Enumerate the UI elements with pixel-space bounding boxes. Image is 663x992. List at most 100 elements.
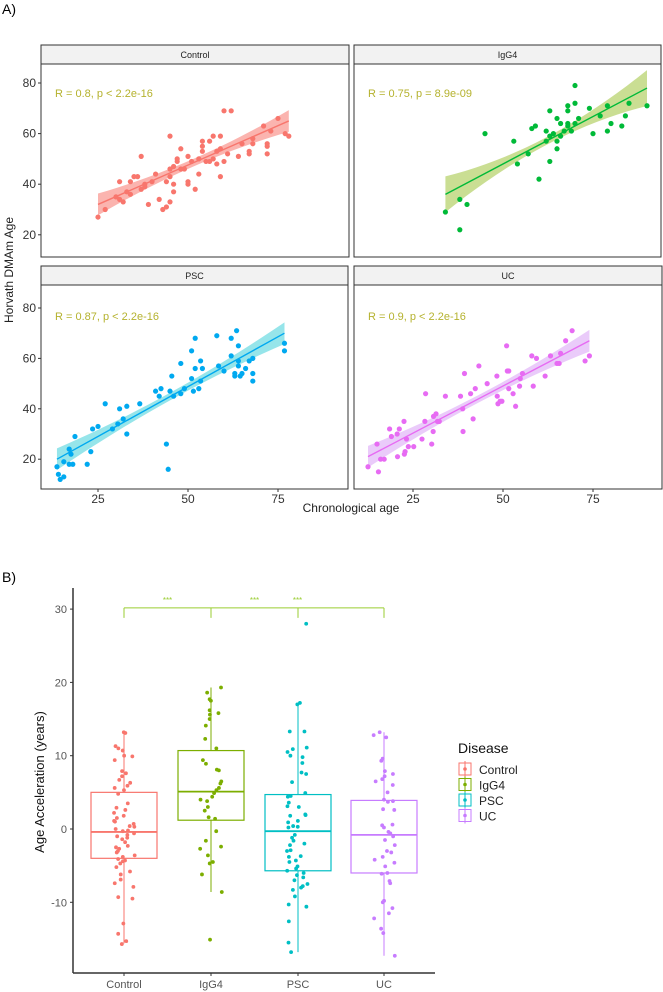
data-point <box>174 156 180 162</box>
box-iqr <box>350 799 418 874</box>
data-point <box>153 388 159 394</box>
data-point <box>156 393 162 399</box>
data-point <box>556 360 562 367</box>
y-tick-label: 10 <box>55 751 67 763</box>
scatter-y-axis-label: Horvath DMAm Age <box>2 217 16 323</box>
jitter-point <box>305 882 310 886</box>
x-tick-label: UC <box>376 979 392 991</box>
jitter-point <box>116 791 121 796</box>
data-point <box>70 461 76 467</box>
jitter-point <box>289 950 293 955</box>
panel-b-label: B) <box>2 569 16 585</box>
data-point <box>250 136 256 142</box>
data-point <box>375 469 382 475</box>
jitter-point <box>125 835 130 840</box>
data-point <box>547 353 554 359</box>
data-point <box>178 360 184 367</box>
box-control <box>90 730 158 946</box>
jitter-point <box>118 872 123 877</box>
data-point <box>145 201 151 208</box>
jitter-point <box>219 685 223 690</box>
jitter-point <box>382 774 387 779</box>
legend-key-dot <box>463 798 467 802</box>
data-point <box>66 446 72 452</box>
jitter-point <box>304 772 309 776</box>
jitter-point <box>372 857 377 862</box>
data-point <box>167 174 173 180</box>
jitter-point <box>392 953 397 958</box>
data-point <box>604 128 611 134</box>
data-point <box>558 350 564 356</box>
data-point <box>472 386 478 392</box>
data-point <box>494 393 500 399</box>
data-point <box>185 179 191 185</box>
jitter-point <box>113 827 118 831</box>
jitter-point <box>125 783 130 788</box>
data-point <box>181 386 187 392</box>
data-point <box>533 355 540 361</box>
jitter-point <box>390 906 395 911</box>
jitter-point <box>214 746 219 751</box>
data-point <box>264 143 270 149</box>
jitter-point <box>392 808 397 812</box>
jitter-point <box>114 845 118 850</box>
jitter-point <box>286 800 291 805</box>
jitter-point <box>304 904 309 909</box>
jitter-point <box>113 819 117 824</box>
jitter-point <box>203 838 208 843</box>
jitter-point <box>304 745 309 750</box>
jitter-point <box>379 871 384 876</box>
jitter-point <box>123 808 128 812</box>
data-point <box>572 120 578 127</box>
jitter-point <box>207 708 212 713</box>
data-point <box>210 133 216 139</box>
data-point <box>517 375 523 382</box>
panel-a-label: A) <box>2 1 16 17</box>
jitter-point <box>392 843 397 848</box>
data-point <box>547 108 553 114</box>
data-point <box>268 128 274 134</box>
jitter-point <box>112 810 116 815</box>
data-point <box>243 365 249 372</box>
data-point <box>203 158 209 165</box>
data-point <box>250 370 256 377</box>
data-point <box>61 474 67 480</box>
y-tick-label: 60 <box>23 127 37 141</box>
data-point <box>167 166 173 172</box>
significance-label: *** <box>293 596 302 605</box>
jitter-point <box>120 837 125 842</box>
jitter-point <box>201 758 205 762</box>
data-point <box>207 158 213 165</box>
data-point <box>419 436 425 442</box>
facet-strip-label: UC <box>502 271 515 281</box>
jitter-point <box>206 853 210 858</box>
jitter-point <box>212 791 216 795</box>
facet-strip-label: PSC <box>185 271 204 281</box>
data-point <box>282 131 288 137</box>
jitter-point <box>291 824 296 828</box>
correlation-label: R = 0.75, p = 8.9e-09 <box>368 88 472 100</box>
box-uc <box>350 730 418 958</box>
jitter-point <box>300 761 305 765</box>
jitter-point <box>296 805 301 809</box>
x-tick-label: 50 <box>181 492 195 506</box>
data-point <box>457 196 463 202</box>
data-point <box>178 146 184 152</box>
data-point <box>156 196 162 202</box>
data-point <box>221 158 227 165</box>
data-point <box>196 156 202 162</box>
jitter-point <box>392 860 397 865</box>
data-point <box>529 353 535 359</box>
data-point <box>388 433 394 440</box>
data-point <box>210 156 216 162</box>
jitter-point <box>292 832 297 837</box>
data-point <box>484 381 490 387</box>
data-point <box>547 158 553 165</box>
box-iqr <box>177 749 245 821</box>
jitter-point <box>112 758 117 762</box>
data-point <box>250 378 256 384</box>
data-point <box>565 103 571 109</box>
facet-psc: PSC R = 0.87, p < 2.2e-16 20 40 60 80 25 50 75 <box>23 265 349 506</box>
